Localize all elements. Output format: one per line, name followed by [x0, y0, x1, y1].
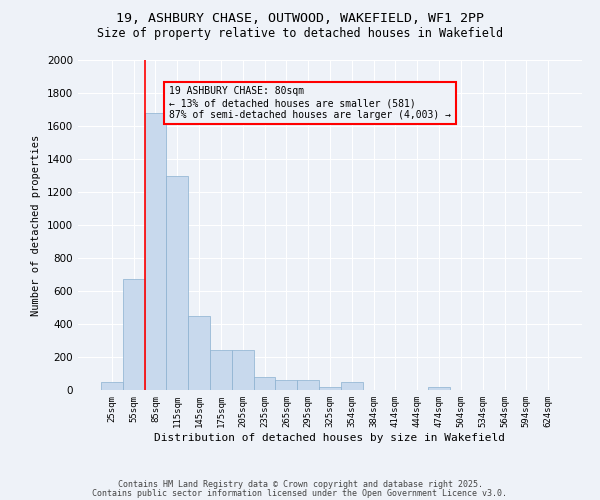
Y-axis label: Number of detached properties: Number of detached properties [31, 134, 41, 316]
Bar [254, 377, 275, 390]
Bar [123, 280, 145, 390]
Bar [145, 113, 166, 390]
X-axis label: Distribution of detached houses by size in Wakefield: Distribution of detached houses by size … [155, 432, 505, 442]
Bar [101, 382, 123, 390]
Text: Contains public sector information licensed under the Open Government Licence v3: Contains public sector information licen… [92, 488, 508, 498]
Text: 19, ASHBURY CHASE, OUTWOOD, WAKEFIELD, WF1 2PP: 19, ASHBURY CHASE, OUTWOOD, WAKEFIELD, W… [116, 12, 484, 26]
Bar [297, 380, 319, 390]
Bar [232, 350, 254, 390]
Bar [341, 382, 363, 390]
Bar [188, 316, 210, 390]
Text: Size of property relative to detached houses in Wakefield: Size of property relative to detached ho… [97, 28, 503, 40]
Bar [428, 387, 450, 390]
Text: 19 ASHBURY CHASE: 80sqm
← 13% of detached houses are smaller (581)
87% of semi-d: 19 ASHBURY CHASE: 80sqm ← 13% of detache… [169, 86, 451, 120]
Bar [319, 386, 341, 390]
Text: Contains HM Land Registry data © Crown copyright and database right 2025.: Contains HM Land Registry data © Crown c… [118, 480, 482, 489]
Bar [166, 176, 188, 390]
Bar [210, 350, 232, 390]
Bar [275, 380, 297, 390]
